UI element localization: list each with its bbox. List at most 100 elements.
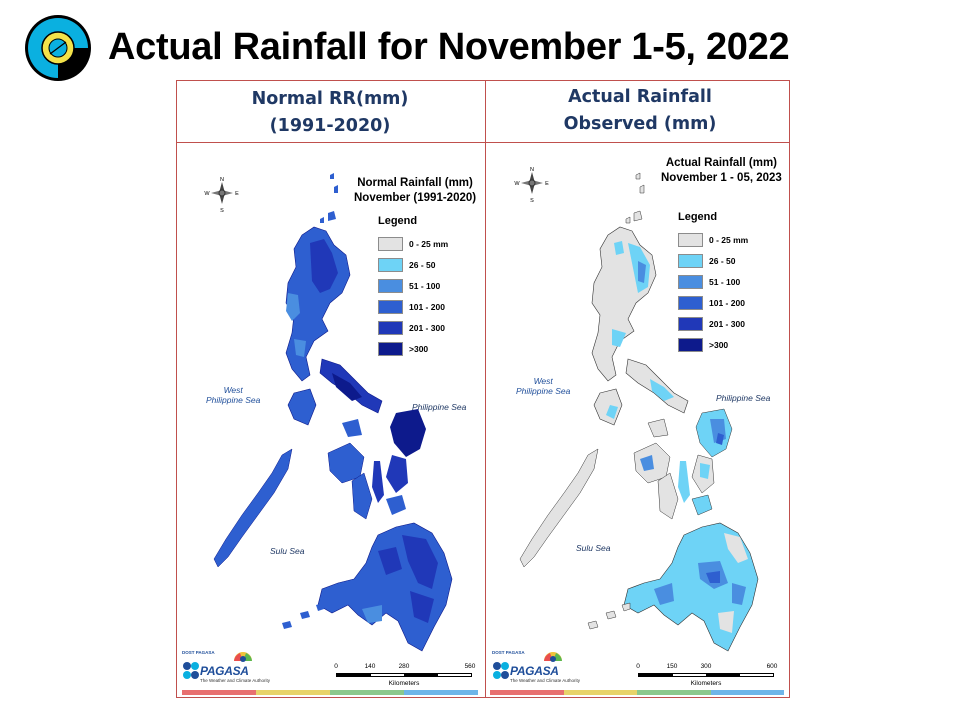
legend-item: >300 <box>378 338 448 359</box>
compass-w: W <box>204 191 210 197</box>
compass-n: N <box>530 167 534 173</box>
legend-item: 0 - 25 mm <box>678 229 748 250</box>
normal-rainfall-map: N S W E Normal Rainfall (mm) November (1… <box>182 143 482 698</box>
legend-item: 201 - 300 <box>378 317 448 338</box>
legend-title: Legend <box>678 211 718 223</box>
map-title-line-1: Normal Rainfall (mm) <box>357 177 473 189</box>
sea-label-east: Philippine Sea <box>412 402 467 412</box>
column-divider <box>485 80 486 698</box>
compass-e: E <box>545 181 549 187</box>
legend-item: 0 - 25 mm <box>378 233 448 254</box>
actual-rainfall-map: N S W E Actual Rainfall (mm) November 1 … <box>488 143 788 698</box>
pagasa-logo-right: DOST PAGASA PAGASA The Weather and Clima… <box>492 650 580 688</box>
legend-swatch <box>378 341 403 356</box>
legend-item: 101 - 200 <box>378 296 448 317</box>
scale-tick: 140 <box>364 663 376 670</box>
map-legend: Legend 0 - 25 mm 26 - 50 51 - 100 101 - … <box>678 211 748 355</box>
legend-swatch <box>678 232 703 247</box>
badge-word: PAGASA <box>200 664 249 678</box>
legend-swatch <box>678 337 703 352</box>
map-title-line-1: Actual Rainfall (mm) <box>665 157 777 169</box>
legend-item: >300 <box>678 334 748 355</box>
pagasa-emblem-icon <box>493 662 509 679</box>
sea-label-east: Philippine Sea <box>716 393 771 403</box>
color-strip-right <box>490 690 784 695</box>
legend-label: 51 - 100 <box>409 280 441 291</box>
legend-label: >300 <box>709 339 729 350</box>
legend-title: Legend <box>378 215 418 227</box>
scale-unit: Kilometers <box>690 680 722 687</box>
philippines-rainfall-map-normal <box>213 173 453 652</box>
scale-tick: 560 <box>464 663 476 670</box>
legend-item: 26 - 50 <box>678 250 748 271</box>
header-line-2: (1991-2020) <box>269 116 391 136</box>
compass-rose-icon: N S W E <box>204 177 239 214</box>
sea-label-west: West Philippine Sea <box>516 376 570 396</box>
sea-label-line: West <box>223 385 243 395</box>
umbrella-icon <box>234 652 252 662</box>
legend-label: 101 - 200 <box>709 297 745 308</box>
badge-tagline: The Weather and Climate Authority <box>510 678 580 683</box>
map-title: Normal Rainfall (mm) November (1991-2020… <box>354 176 476 206</box>
scale-tick: 0 <box>334 663 338 670</box>
legend-swatch <box>378 320 403 335</box>
legend-label: 51 - 100 <box>709 276 741 287</box>
page-title: Actual Rainfall for November 1-5, 2022 <box>108 26 790 68</box>
header-line-1: Normal RR(mm) <box>251 89 409 109</box>
legend-swatch <box>678 295 703 310</box>
legend-label: >300 <box>409 343 429 354</box>
legend-label: 0 - 25 mm <box>409 238 449 249</box>
sea-label-south: Sulu Sea <box>576 543 611 553</box>
legend-label: 201 - 300 <box>409 322 445 333</box>
sea-label-line: West <box>533 376 553 386</box>
legend-swatch <box>378 278 403 293</box>
scale-tick: 600 <box>766 663 778 670</box>
legend-item: 201 - 300 <box>678 313 748 334</box>
scale-tick: 280 <box>398 663 410 670</box>
color-strip-left <box>182 690 478 695</box>
compass-e: E <box>235 191 239 197</box>
sea-label-line: Philippine Sea <box>206 395 261 405</box>
compass-w: W <box>514 181 520 187</box>
legend-swatch <box>378 257 403 272</box>
badge-tagline: The Weather and Climate Authority <box>200 678 270 683</box>
sea-label-west: West Philippine Sea <box>206 385 260 405</box>
map-scale-bar: 0 150 300 600 Kilometers <box>636 663 778 697</box>
legend-swatch <box>378 236 403 251</box>
legend-label: 201 - 300 <box>709 318 745 329</box>
map-title-line-2: November (1991-2020) <box>354 192 477 204</box>
badge-top-text: DOST PAGASA <box>182 650 215 655</box>
pagasa-logo-left: DOST PAGASA PAGASA The Weather and Clima… <box>182 650 270 688</box>
legend-swatch <box>378 299 403 314</box>
compass-n: N <box>220 177 224 183</box>
legend-swatch <box>678 274 703 289</box>
map-title-line-2: November 1 - 05, 2023 <box>661 172 782 184</box>
map-scale-bar: 0 140 280 560 Kilometers <box>334 663 476 697</box>
actual-rainfall-header: Actual Rainfall Observed (mm) <box>490 84 790 138</box>
badge-top-text: DOST PAGASA <box>492 650 525 655</box>
legend-item: 51 - 100 <box>378 275 448 296</box>
pagasa-emblem-icon <box>183 662 199 679</box>
map-title: Actual Rainfall (mm) November 1 - 05, 20… <box>661 156 782 186</box>
scale-tick: 300 <box>700 663 712 670</box>
header-line-1: Actual Rainfall <box>568 87 712 107</box>
scale-unit: Kilometers <box>388 680 420 687</box>
header-divider <box>176 142 790 143</box>
sea-label-south: Sulu Sea <box>270 546 305 556</box>
compass-rose-icon: N S W E <box>514 167 549 204</box>
umbrella-icon <box>544 652 562 662</box>
legend-swatch <box>678 316 703 331</box>
legend-label: 26 - 50 <box>709 255 736 266</box>
legend-label: 26 - 50 <box>409 259 436 270</box>
legend-label: 101 - 200 <box>409 301 445 312</box>
sea-label-line: Philippine Sea <box>516 386 571 396</box>
legend-label: 0 - 25 mm <box>709 234 749 245</box>
legend-item: 26 - 50 <box>378 254 448 275</box>
header-line-2: Observed (mm) <box>563 114 717 134</box>
legend-swatch <box>678 253 703 268</box>
compass-s: S <box>530 198 534 204</box>
legend-item: 51 - 100 <box>678 271 748 292</box>
pagasa-seal-icon <box>25 15 91 81</box>
scale-tick: 150 <box>666 663 678 670</box>
map-legend: Legend 0 - 25 mm 26 - 50 51 - 100 101 - … <box>378 215 448 359</box>
